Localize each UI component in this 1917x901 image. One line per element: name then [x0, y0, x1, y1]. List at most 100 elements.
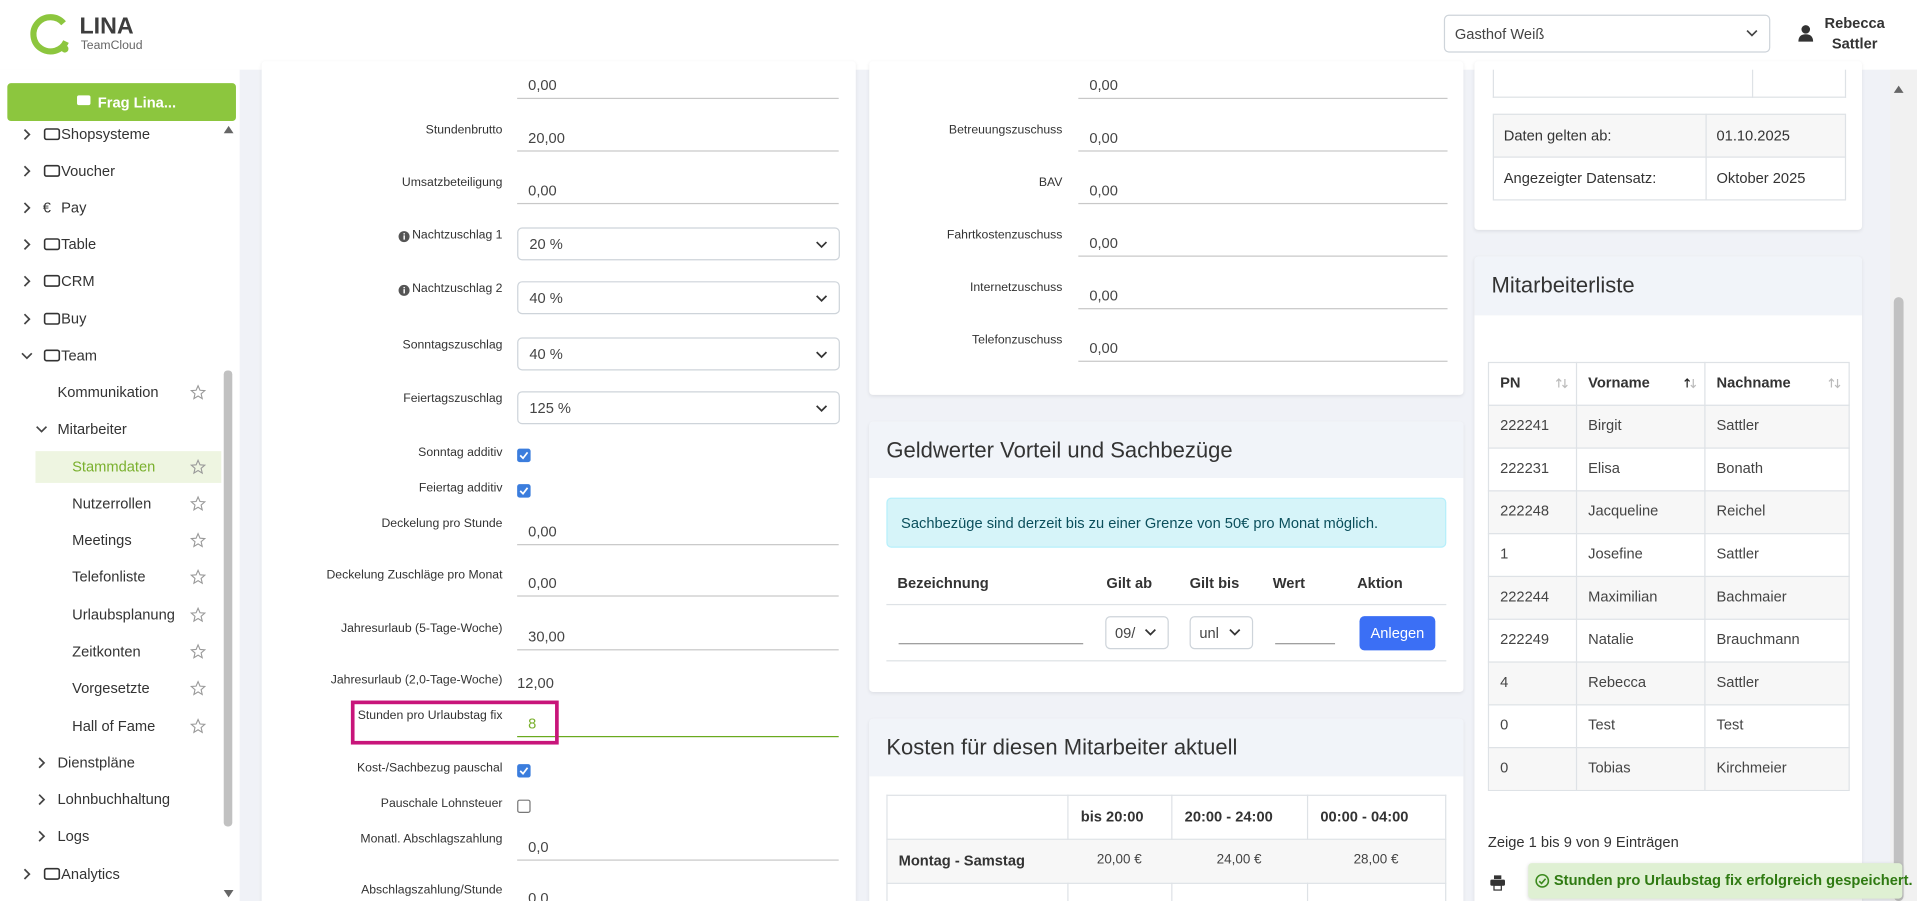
nav-item[interactable]: Shopsysteme [61, 125, 151, 143]
row-line [1487, 575, 1850, 578]
input-value[interactable]: 0,0 [528, 889, 549, 901]
column-header[interactable]: PN [1500, 373, 1521, 391]
cell: 0 [1500, 716, 1509, 734]
star [189, 458, 207, 475]
input-value[interactable]: 0,00 [1089, 287, 1118, 305]
nav-item[interactable]: Telefonliste [72, 568, 146, 586]
input-value[interactable]: 0,00 [1089, 181, 1118, 200]
form-card [261, 61, 856, 901]
select[interactable] [517, 391, 840, 425]
location-select[interactable] [1443, 14, 1771, 53]
field-label: Betreuungszuschuss [948, 123, 1063, 137]
chevron [38, 757, 46, 769]
chevron [23, 868, 31, 880]
nav-item[interactable]: Voucher [61, 162, 115, 180]
logo [29, 12, 71, 55]
card-title: Mitarbeiterliste [1491, 272, 1635, 298]
column-header: bis 20:00 [1080, 807, 1144, 826]
column-header[interactable]: Nachname [1716, 373, 1791, 391]
column-header: Aktion [1357, 574, 1403, 592]
checkbox[interactable] [517, 799, 531, 814]
nav-item[interactable]: Zeitkonten [72, 642, 141, 660]
info-icon [397, 284, 409, 296]
chat-icon [77, 95, 91, 107]
input-value[interactable]: 0,00 [1089, 76, 1118, 94]
cell: 222249 [1500, 630, 1550, 648]
nav-item[interactable]: Logs [57, 827, 90, 845]
select[interactable] [1189, 616, 1254, 650]
input-value[interactable]: 0,00 [1089, 129, 1118, 147]
nav-item[interactable]: Team [61, 346, 98, 365]
nav-item[interactable]: Stammdaten [72, 458, 156, 476]
field-label: Sonntagszuschlag [402, 338, 503, 353]
input-value[interactable]: 0,00 [1089, 234, 1118, 252]
item-icon [43, 312, 61, 325]
cost-value: 24,00 € [1216, 852, 1262, 868]
select[interactable] [1105, 616, 1169, 650]
input-underline [1078, 255, 1448, 257]
chevron [23, 202, 31, 214]
toast-icon [1535, 873, 1550, 888]
sort-down [1562, 378, 1568, 389]
nav-item[interactable]: CRM [61, 272, 95, 290]
input-value[interactable]: 20,00 [528, 129, 565, 147]
nav-item[interactable]: Table [61, 235, 97, 253]
nav-item[interactable]: Lohnbuchhaltung [57, 790, 171, 808]
field-label: Nachtzuschlag 2 [412, 282, 503, 296]
input-value[interactable]: 30,00 [528, 628, 565, 646]
record-value: 01.10.2025 [1716, 126, 1790, 145]
input-value[interactable]: 0,00 [528, 181, 557, 200]
row-stripe [1489, 404, 1849, 448]
input-value[interactable]: 0,00 [528, 76, 557, 94]
cell: Bonath [1716, 459, 1764, 477]
checkbox[interactable] [517, 448, 531, 463]
nav-item[interactable]: Dienstpläne [57, 754, 135, 772]
input-underline [1078, 150, 1448, 152]
nav-item[interactable]: Buy [61, 310, 87, 328]
column-header[interactable]: Vorname [1588, 373, 1650, 391]
cell: Rebecca [1588, 673, 1647, 691]
select[interactable] [517, 281, 840, 315]
item-icon [43, 164, 61, 177]
nav-item[interactable]: Analytics [61, 865, 120, 883]
column-header: Wert [1272, 574, 1306, 592]
select[interactable] [517, 227, 840, 261]
input-underline [517, 649, 839, 651]
chevron [21, 128, 33, 140]
nav-item[interactable]: Pay [61, 199, 87, 217]
chevron [816, 241, 828, 249]
user-head [1801, 25, 1811, 34]
nav-item[interactable]: Hall of Fame [72, 717, 156, 735]
select[interactable] [517, 337, 840, 371]
row-line [1487, 746, 1850, 749]
user-name: Rebecca [1824, 14, 1885, 32]
nav-item[interactable]: Kommunikation [57, 383, 159, 401]
toast [1528, 863, 1903, 899]
field-label: Jahresurlaub (2,0-Tage-Woche) [330, 673, 503, 688]
chevron [21, 868, 33, 880]
nav-item[interactable]: Mitarbeiter [57, 420, 127, 438]
row-line [1487, 661, 1850, 663]
input-value[interactable]: 0,0 [528, 838, 549, 856]
star [189, 532, 207, 548]
info-i [402, 232, 405, 234]
nav-item[interactable]: Vorgesetzte [72, 679, 150, 697]
button[interactable] [1359, 616, 1436, 651]
input-underline [1078, 360, 1448, 362]
nav-item[interactable]: Meetings [72, 531, 132, 549]
user-icon [1798, 24, 1814, 42]
input-value[interactable]: 8 [528, 714, 537, 733]
checkbox[interactable] [517, 484, 531, 498]
nav-item[interactable]: Urlaubsplanung [72, 606, 175, 624]
chevron [21, 165, 33, 177]
active-item [35, 451, 222, 483]
ask-button[interactable] [7, 83, 236, 122]
button-label[interactable]: Anlegen [1370, 624, 1425, 642]
nav-item[interactable]: Nutzerrollen [72, 494, 152, 513]
input-value[interactable]: 0,00 [1089, 339, 1118, 357]
star [189, 532, 207, 548]
checkbox[interactable] [517, 764, 531, 778]
input-value[interactable]: 0,00 [528, 574, 557, 592]
select-value: 125 % [529, 399, 571, 417]
input-value[interactable]: 0,00 [528, 523, 557, 541]
